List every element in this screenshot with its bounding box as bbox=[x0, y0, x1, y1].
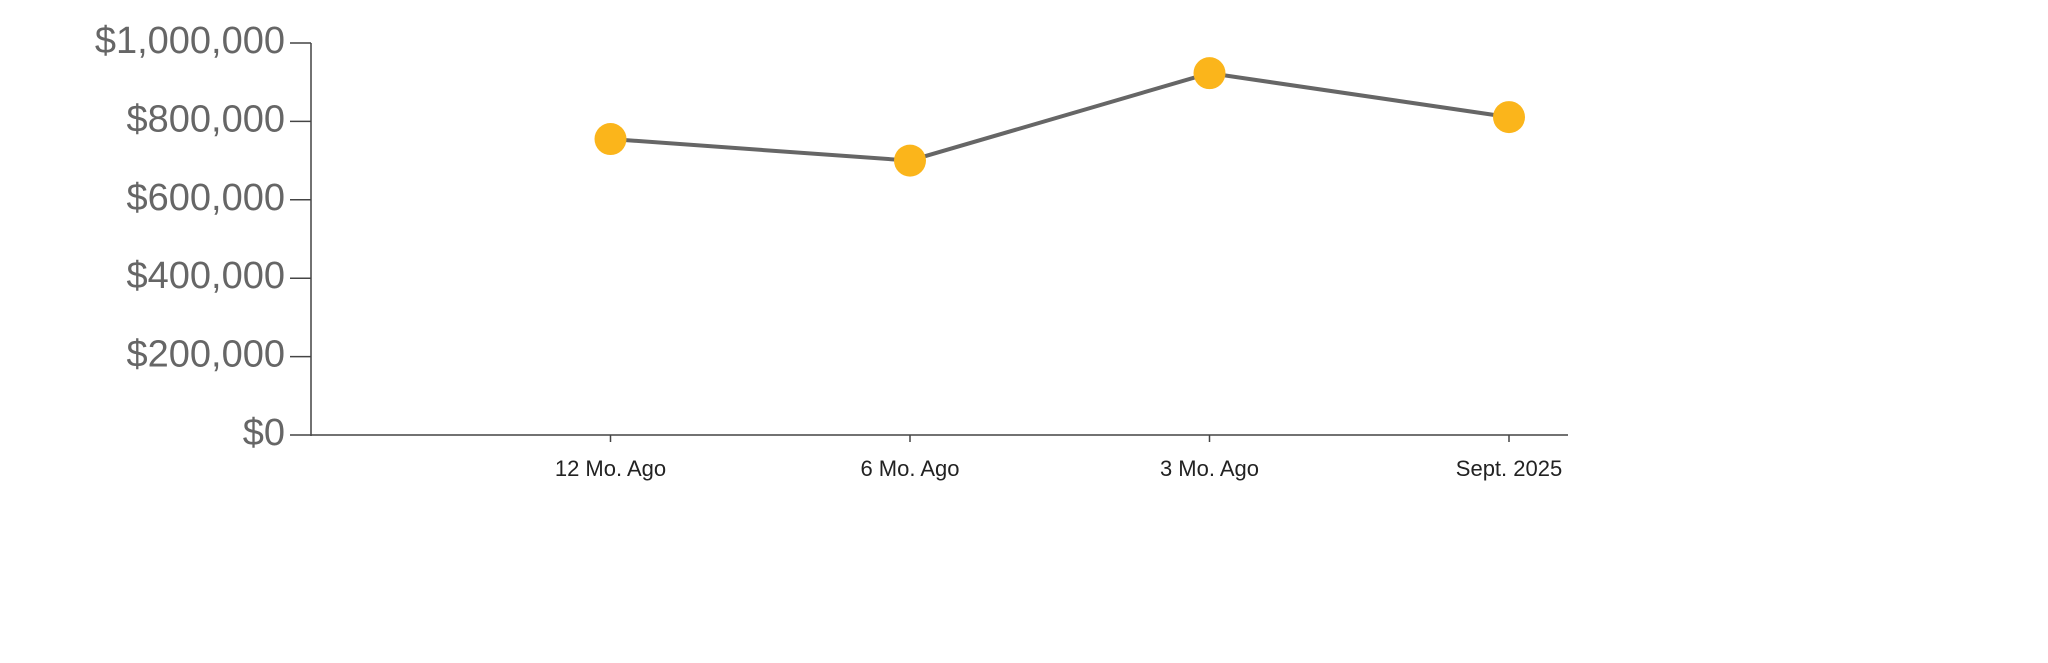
data-point bbox=[594, 123, 627, 156]
series-line bbox=[610, 71, 1510, 163]
x-tick-label: 12 Mo. Ago bbox=[555, 456, 666, 481]
x-tick-label: Sept. 2025 bbox=[1456, 456, 1562, 481]
y-tick-label: $1,000,000 bbox=[95, 20, 285, 62]
x-tick-label: 6 Mo. Ago bbox=[860, 456, 959, 481]
x-tick-label: 3 Mo. Ago bbox=[1160, 456, 1259, 481]
y-tick-label: $0 bbox=[243, 412, 285, 454]
y-tick-label: $600,000 bbox=[127, 177, 286, 219]
y-tick-label: $400,000 bbox=[127, 255, 286, 297]
y-tick-label: $200,000 bbox=[127, 334, 286, 376]
data-point bbox=[1193, 57, 1226, 90]
data-point bbox=[894, 144, 926, 177]
y-tick-label: $800,000 bbox=[127, 98, 286, 140]
data-point bbox=[1493, 101, 1525, 134]
